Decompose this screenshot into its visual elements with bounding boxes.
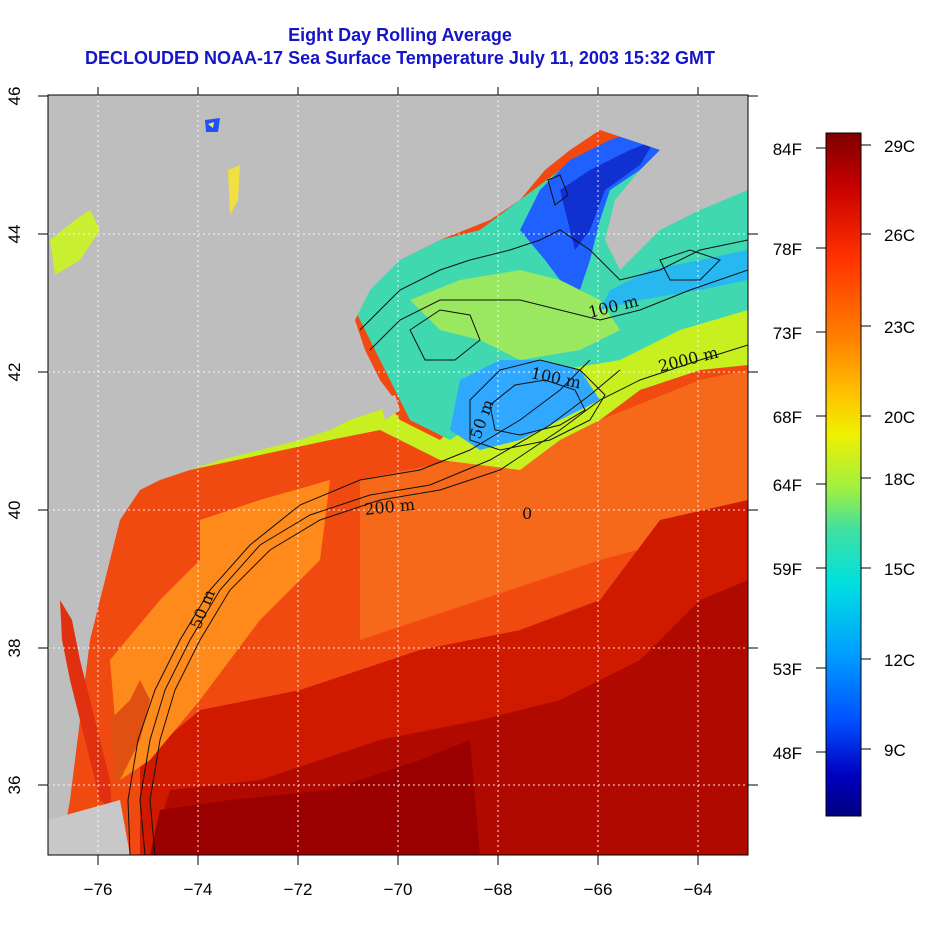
coastal-warm (110, 480, 330, 780)
y-axis-labels: 36 38 40 42 44 46 (5, 87, 24, 795)
colorbar-f-label: 64F (773, 476, 802, 495)
colorbar-c-label: 26C (884, 226, 915, 245)
colorbar-c-label: 12C (884, 651, 915, 670)
colorbar-ticks (816, 144, 871, 753)
lake-fragment (228, 165, 240, 215)
y-tick-label: 46 (5, 87, 24, 106)
colorbar-f-label: 73F (773, 324, 802, 343)
y-tick-label: 38 (5, 639, 24, 658)
colorbar-c-label: 15C (884, 560, 915, 579)
colorbar-f-label: 48F (773, 744, 802, 763)
x-tick-label: −74 (184, 880, 213, 899)
chesapeake-bay (60, 600, 112, 810)
gridlines (48, 95, 748, 855)
map-subtitle: DECLOUDED NOAA-17 Sea Surface Temperatur… (85, 48, 715, 68)
y-tick-label: 40 (5, 501, 24, 520)
land-nova-scotia (600, 100, 748, 270)
bathymetry-contours (127, 174, 748, 855)
land-south (48, 800, 130, 855)
contour-100m (359, 229, 748, 331)
colorbar (825, 132, 862, 817)
y-axis-ticks (38, 95, 758, 786)
x-axis-labels: −76 −74 −72 −70 −68 −66 −64 (84, 880, 713, 899)
x-tick-label: −68 (484, 880, 513, 899)
warm-band (360, 370, 748, 640)
colorbar-c-label: 23C (884, 318, 915, 337)
contour-gom-basin (409, 309, 481, 361)
x-axis-ticks (97, 87, 699, 865)
y-tick-label: 42 (5, 363, 24, 382)
colorbar-c-label: 18C (884, 470, 915, 489)
contour-50m (127, 359, 591, 855)
lake-fragment (50, 210, 100, 275)
contour-georges-bank (469, 359, 606, 451)
y-tick-label: 36 (5, 776, 24, 795)
colorbar-f-label: 53F (773, 660, 802, 679)
delmarva-water (110, 680, 150, 790)
x-tick-label: −76 (84, 880, 113, 899)
colorbar-f-label: 59F (773, 560, 802, 579)
gom-inner (410, 270, 620, 360)
colorbar-fahrenheit-labels: 84F 78F 73F 68F 64F 59F 53F 48F (773, 140, 802, 763)
colorbar-c-label: 20C (884, 408, 915, 427)
land-north-america (48, 95, 748, 855)
colorbar-celsius-labels: 29C 26C 23C 20C 18C 15C 12C 9C (884, 137, 915, 760)
contour-200m (139, 369, 621, 855)
bay-of-fundy-deep (560, 140, 655, 250)
y-tick-label: 44 (5, 225, 24, 244)
colorbar-f-label: 68F (773, 408, 802, 427)
map-area: 100 m 2000 m 100 m 50 m 50 m 200 m 0 (48, 95, 748, 855)
contour-label: 0 (522, 504, 532, 523)
x-tick-label: −72 (284, 880, 313, 899)
colorbar-f-label: 78F (773, 240, 802, 259)
x-tick-label: −70 (384, 880, 413, 899)
contour-georges-inner (489, 379, 586, 436)
contour-2000m (149, 344, 748, 855)
colorbar-f-label: 84F (773, 140, 802, 159)
colorbar-c-label: 29C (884, 137, 915, 156)
contour-100m-inner (369, 269, 748, 351)
x-tick-label: −66 (584, 880, 613, 899)
colorbar-c-label: 9C (884, 741, 906, 760)
x-tick-label: −64 (684, 880, 713, 899)
map-title: Eight Day Rolling Average (288, 25, 512, 45)
